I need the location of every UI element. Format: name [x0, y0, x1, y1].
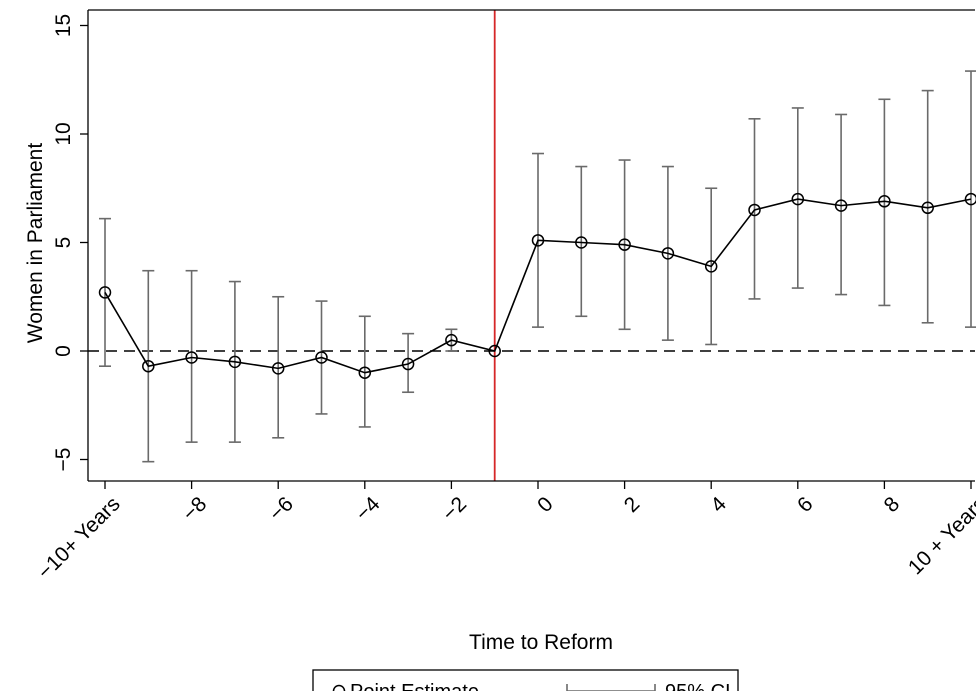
legend-ci-marker	[566, 684, 656, 691]
ci-bar	[748, 118, 761, 300]
x-tick-label: 2	[620, 492, 645, 517]
x-tick-label: −2	[438, 492, 471, 525]
legend-box	[312, 669, 739, 691]
point-estimate-marker	[228, 355, 242, 369]
ci-bar	[791, 107, 804, 289]
point-estimate-marker	[142, 359, 155, 373]
x-tick-label: 6	[793, 492, 818, 517]
ci-bar	[835, 113, 848, 296]
ci-bar	[402, 332, 415, 394]
x-tick-label: 4	[706, 492, 731, 517]
point-estimate-marker	[618, 238, 631, 251]
y-tick-label: −5	[52, 448, 75, 472]
ci-bar	[575, 165, 588, 318]
x-tick-label: −4	[351, 492, 384, 525]
point-estimate-marker	[445, 333, 458, 347]
x-axis-title: Time to Reform	[469, 631, 613, 654]
y-tick-label: 15	[52, 14, 75, 37]
point-estimate-marker	[531, 234, 545, 247]
point-estimate-marker	[834, 199, 848, 212]
x-tick-label: 8	[880, 492, 905, 517]
point-estimate-marker	[921, 201, 934, 215]
ci-bar	[878, 98, 891, 307]
y-tick-label: 10	[52, 122, 75, 145]
y-tick-label: 0	[52, 345, 75, 357]
point-estimate-marker	[401, 357, 415, 371]
x-tick-label: −6	[265, 492, 298, 525]
legend-ci-label: 95% CI	[665, 681, 731, 691]
point-estimate-marker	[964, 192, 976, 206]
x-tick-label: 10 + Years	[904, 492, 976, 579]
axes: −5 0 5 10 15 −10+ Years −8 −6 −4 −2 0 2 4 6 810 + Year…	[33, 9, 976, 584]
legend-point-estimate-label: Point Estimate	[350, 681, 479, 691]
ci-bar	[921, 89, 934, 324]
x-tick-label: −8	[178, 492, 211, 525]
point-estimate-marker	[98, 286, 112, 299]
ci-bar	[358, 315, 371, 428]
y-tick-label: 5	[52, 237, 75, 249]
plot-area	[88, 10, 976, 481]
point-estimate-marker	[315, 351, 328, 364]
point-estimate-marker	[704, 260, 718, 273]
point-estimate-marker	[575, 236, 588, 249]
legend: Point Estimate 95% CI	[312, 669, 739, 691]
ci-bar	[185, 269, 198, 443]
y-axis-title: Women in Parliament	[24, 143, 47, 344]
point-estimate-marker	[878, 195, 891, 208]
x-tick-label: 0	[533, 492, 558, 517]
legend-point-estimate-marker	[332, 684, 346, 691]
point-estimate-marker	[791, 192, 805, 206]
point-estimate-marker	[271, 362, 285, 375]
ci-bar	[272, 295, 285, 439]
point-estimate-marker	[185, 351, 198, 364]
x-tick-label: −10+ Years	[33, 492, 124, 583]
point-estimate-line	[104, 198, 972, 374]
point-estimate-marker	[661, 247, 675, 260]
point-estimate-marker	[488, 344, 501, 358]
point-estimate-marker	[358, 366, 372, 379]
point-estimate-marker	[748, 203, 761, 217]
